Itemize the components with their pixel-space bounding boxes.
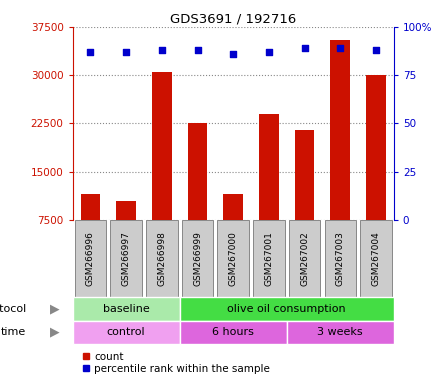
Text: GSM267003: GSM267003 [336, 231, 345, 286]
Text: control: control [107, 328, 146, 338]
Bar [224, 194, 243, 220]
Text: GSM267001: GSM267001 [264, 231, 273, 286]
FancyBboxPatch shape [182, 220, 213, 297]
Point [123, 49, 130, 55]
Title: GDS3691 / 192716: GDS3691 / 192716 [170, 13, 296, 26]
FancyBboxPatch shape [289, 220, 320, 297]
FancyBboxPatch shape [217, 220, 249, 297]
FancyBboxPatch shape [73, 321, 180, 344]
Text: GSM266996: GSM266996 [86, 231, 95, 286]
Bar [330, 40, 350, 220]
FancyBboxPatch shape [180, 321, 287, 344]
Bar [366, 75, 386, 220]
Text: olive oil consumption: olive oil consumption [227, 304, 346, 314]
Point [194, 47, 201, 53]
Text: GSM267000: GSM267000 [229, 231, 238, 286]
Point [230, 51, 237, 57]
Point [87, 49, 94, 55]
Legend: count, percentile rank within the sample: count, percentile rank within the sample [78, 348, 275, 378]
Bar [152, 72, 172, 220]
FancyBboxPatch shape [75, 220, 106, 297]
Bar [81, 194, 100, 220]
Point [265, 49, 272, 55]
FancyBboxPatch shape [146, 220, 177, 297]
Text: baseline: baseline [103, 304, 150, 314]
FancyBboxPatch shape [180, 297, 394, 321]
Point [337, 45, 344, 51]
FancyBboxPatch shape [110, 220, 142, 297]
Point [158, 47, 165, 53]
Point [372, 47, 379, 53]
Bar [295, 130, 315, 220]
Text: GSM266998: GSM266998 [158, 231, 166, 286]
Text: GSM267002: GSM267002 [300, 231, 309, 286]
Bar [188, 123, 207, 220]
Text: ▶: ▶ [50, 302, 60, 315]
FancyBboxPatch shape [253, 220, 285, 297]
Text: 6 hours: 6 hours [212, 328, 254, 338]
Text: GSM266997: GSM266997 [121, 231, 131, 286]
Text: protocol: protocol [0, 304, 26, 314]
FancyBboxPatch shape [73, 297, 180, 321]
FancyBboxPatch shape [360, 220, 392, 297]
FancyBboxPatch shape [287, 321, 394, 344]
Bar [116, 200, 136, 220]
Bar [259, 114, 279, 220]
FancyBboxPatch shape [325, 220, 356, 297]
Text: time: time [1, 328, 26, 338]
Point [301, 45, 308, 51]
Text: GSM267004: GSM267004 [371, 231, 381, 286]
Text: ▶: ▶ [50, 326, 60, 339]
Text: GSM266999: GSM266999 [193, 231, 202, 286]
Text: 3 weeks: 3 weeks [317, 328, 363, 338]
